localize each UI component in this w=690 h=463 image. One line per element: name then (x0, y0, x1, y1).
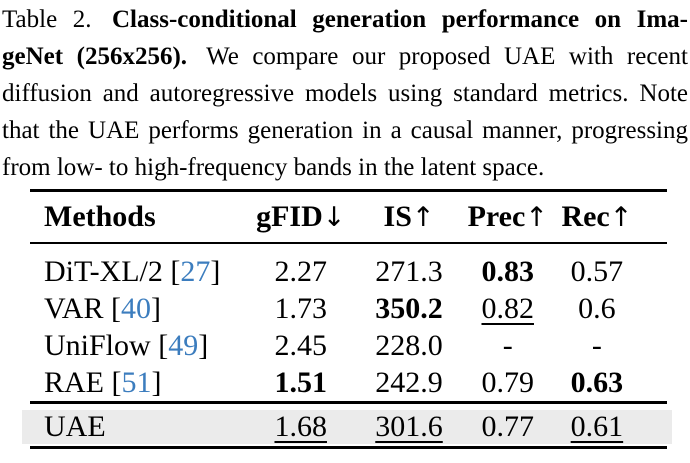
method-name: UniFlow (44, 328, 151, 362)
col-header-methods: Methods (30, 192, 247, 244)
method-cell: RAE [51] (44, 365, 162, 399)
table-header-row: Methods gFID↓ IS↑ Prec↑ Rec↑ (30, 192, 667, 244)
method-name: DiT-XL/2 (44, 254, 163, 288)
col-header-label: gFID (256, 200, 323, 233)
highlight-table: UAE 1.68 301.6 0.77 0.61 (30, 410, 667, 444)
table-row: VAR [40] 1.73 350.2 0.82 0.6 (30, 290, 667, 327)
spacer-cell (642, 290, 668, 327)
col-header-prec: Prec↑ (463, 192, 553, 244)
sort-direction-arrow: ↑ (609, 202, 633, 233)
caption-line-5: from low- to high-frequency bands in the… (2, 154, 545, 181)
mid-heavy-rule (30, 401, 667, 404)
value-cell: 0.82 (481, 291, 534, 325)
cite-link[interactable]: 27 (180, 254, 211, 288)
caption-line-2: geNet (256x256). We compare our proposed… (2, 38, 688, 75)
col-header-rec: Rec↑ (552, 192, 642, 244)
value-cell: 1.73 (274, 291, 327, 325)
caption-table-label: Table 2. (2, 6, 92, 33)
spacer-cell (642, 243, 668, 290)
metrics-table: Methods gFID↓ IS↑ Prec↑ Rec↑ DiT-XL/2 [27] 2.… (30, 192, 667, 401)
highlight-row: UAE 1.68 301.6 0.77 0.61 (30, 410, 667, 444)
col-header-gfid: gFID↓ (246, 192, 355, 244)
value-cell: 0.79 (481, 365, 534, 399)
method-name: RAE (44, 365, 104, 399)
value-cell: 350.2 (375, 291, 443, 325)
bottom-rule (30, 446, 667, 449)
method-cell: UAE (30, 410, 247, 444)
value-cell: 2.45 (274, 328, 327, 362)
value-cell: 1.68 (274, 410, 327, 443)
value-cell: 242.9 (375, 365, 443, 399)
caption-title-part1: Class-conditional generation performance… (112, 6, 688, 33)
caption-text-part: We compare our proposed UAE with recent (206, 43, 688, 70)
spacer-cell (642, 364, 668, 401)
table-row: UniFlow [49] 2.45 228.0 - - (30, 327, 667, 364)
value-cell: 0.61 (570, 410, 624, 443)
top-rule (30, 189, 667, 192)
caption-line-1: Table 2. Class-conditional generation pe… (2, 1, 688, 38)
value-cell: 1.51 (274, 365, 327, 399)
spacer-cell (642, 327, 668, 364)
method-name: VAR (44, 291, 104, 325)
col-header-label: Methods (44, 200, 156, 233)
caption-line-3: diffusion and autoregressive models usin… (2, 80, 688, 107)
value-cell: 228.0 (375, 328, 443, 362)
method-cell: UniFlow [49] (44, 328, 209, 362)
value-cell: 301.6 (375, 410, 443, 443)
method-name: UAE (44, 410, 106, 443)
col-header-label: Prec (467, 200, 526, 233)
caption-title-part2: geNet (256x256). (2, 43, 188, 70)
sort-direction-arrow: ↑ (411, 202, 435, 233)
value-cell: 0.83 (481, 254, 534, 288)
table-row: DiT-XL/2 [27] 2.27 271.3 0.83 0.57 (30, 243, 667, 290)
value-cell: 271.3 (375, 254, 443, 288)
method-cell: VAR [40] (44, 291, 161, 325)
value-cell: - (591, 328, 602, 362)
value-cell: 0.63 (570, 365, 624, 399)
sort-direction-arrow: ↑ (525, 202, 548, 233)
value-cell: 0.77 (481, 410, 534, 443)
cite-link[interactable]: 51 (121, 365, 152, 399)
method-cell: DiT-XL/2 [27] (44, 254, 221, 288)
value-cell: 0.6 (578, 291, 616, 325)
caption-line-4: that the UAE performs generation in a ca… (2, 117, 688, 144)
col-header-label: Rec (561, 200, 610, 233)
sort-direction-arrow: ↓ (322, 202, 346, 233)
cite-link[interactable]: 49 (168, 328, 199, 362)
cite-link[interactable]: 40 (120, 291, 151, 325)
results-table: Methods gFID↓ IS↑ Prec↑ Rec↑ DiT-XL/2 [27] 2.… (22, 189, 672, 449)
spacer-cell (642, 410, 668, 444)
col-header-is: IS↑ (354, 192, 464, 244)
col-header-label: IS (383, 200, 412, 233)
highlight-band: UAE 1.68 301.6 0.77 0.61 (22, 410, 672, 444)
value-cell: - (502, 328, 513, 362)
value-cell: 0.57 (570, 254, 624, 288)
value-cell: 2.27 (274, 254, 327, 288)
table-row: RAE [51] 1.51 242.9 0.79 0.63 (30, 364, 667, 401)
table-caption: Table 2. Class-conditional generation pe… (2, 1, 688, 186)
